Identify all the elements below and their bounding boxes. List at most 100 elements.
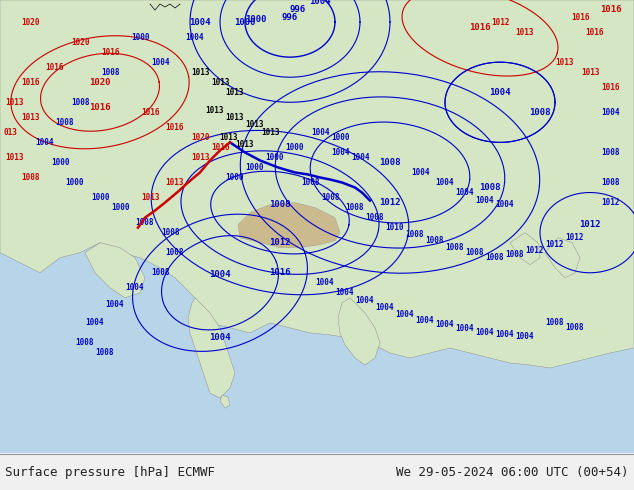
Text: 1013: 1013 <box>206 106 224 115</box>
Text: 1008: 1008 <box>346 203 365 212</box>
Text: 1013: 1013 <box>191 153 209 162</box>
Text: 1016: 1016 <box>600 5 621 14</box>
Text: 1004: 1004 <box>309 0 331 6</box>
Text: 1012: 1012 <box>526 246 544 255</box>
Text: 1020: 1020 <box>191 133 209 142</box>
Text: 1016: 1016 <box>101 48 119 57</box>
Text: 1013: 1013 <box>556 58 574 67</box>
Text: 1012: 1012 <box>566 233 585 242</box>
Text: 1008: 1008 <box>379 158 401 167</box>
Text: 1000: 1000 <box>226 173 244 182</box>
Text: 1008: 1008 <box>301 178 320 187</box>
Text: 1004: 1004 <box>209 333 231 343</box>
Text: 996: 996 <box>282 13 298 22</box>
Text: 1000: 1000 <box>246 163 264 172</box>
Text: 1012: 1012 <box>379 198 401 207</box>
Text: 1012: 1012 <box>546 240 564 249</box>
Text: Surface pressure [hPa] ECMWF: Surface pressure [hPa] ECMWF <box>5 466 215 479</box>
Text: 1013: 1013 <box>246 120 264 129</box>
Text: 1000: 1000 <box>111 203 129 212</box>
Text: 1008: 1008 <box>366 213 384 222</box>
Polygon shape <box>238 202 340 247</box>
Polygon shape <box>220 395 230 408</box>
Text: 1013: 1013 <box>236 140 254 149</box>
Text: 1012: 1012 <box>579 220 601 229</box>
Text: 1000: 1000 <box>66 178 84 187</box>
Text: 1013: 1013 <box>261 128 279 137</box>
Text: 1012: 1012 <box>601 198 619 207</box>
Text: 1013: 1013 <box>226 113 244 122</box>
Text: 1000: 1000 <box>234 18 256 26</box>
Text: 1004: 1004 <box>190 18 210 26</box>
Text: 1016: 1016 <box>46 63 64 72</box>
Text: 1004: 1004 <box>351 153 369 162</box>
Polygon shape <box>510 233 540 265</box>
Text: 1012: 1012 <box>491 18 509 26</box>
Text: 1004: 1004 <box>336 288 354 297</box>
Text: We 29-05-2024 06:00 UTC (00+54): We 29-05-2024 06:00 UTC (00+54) <box>396 466 629 479</box>
Text: 1004: 1004 <box>396 310 414 319</box>
Text: 1016: 1016 <box>141 108 159 117</box>
Text: 1004: 1004 <box>489 88 511 97</box>
Text: 1000: 1000 <box>286 143 304 152</box>
Text: 1013: 1013 <box>21 113 39 122</box>
Text: 1013: 1013 <box>210 78 230 87</box>
Text: 1004: 1004 <box>436 178 454 187</box>
Text: 1013: 1013 <box>141 193 159 202</box>
Polygon shape <box>85 243 145 298</box>
Text: 1012: 1012 <box>269 238 291 247</box>
Text: 1008: 1008 <box>321 193 339 202</box>
Text: 1016: 1016 <box>571 13 589 22</box>
Text: 1000: 1000 <box>245 15 266 24</box>
Text: 1008: 1008 <box>151 268 169 277</box>
Text: 1016: 1016 <box>21 78 39 87</box>
Text: 1013: 1013 <box>515 27 534 37</box>
Text: 1004: 1004 <box>476 328 495 338</box>
Text: 1004: 1004 <box>456 324 474 333</box>
Text: 1008: 1008 <box>566 323 585 332</box>
Text: 1004: 1004 <box>86 318 104 327</box>
Text: 1008: 1008 <box>165 248 184 257</box>
Text: 1016: 1016 <box>210 143 230 152</box>
Text: 1004: 1004 <box>186 33 204 42</box>
Text: 1008: 1008 <box>486 253 504 262</box>
Text: 1000: 1000 <box>275 0 295 2</box>
Text: 1013: 1013 <box>6 153 24 162</box>
Text: 1008: 1008 <box>21 173 39 182</box>
Text: 1004: 1004 <box>356 296 374 305</box>
Text: 1016: 1016 <box>586 27 604 37</box>
Text: 1008: 1008 <box>96 348 114 358</box>
Text: 1004: 1004 <box>151 58 169 67</box>
Text: 1004: 1004 <box>106 300 124 309</box>
Text: 1004: 1004 <box>416 317 434 325</box>
Text: 1004: 1004 <box>126 283 145 293</box>
Text: 1008: 1008 <box>601 148 619 157</box>
Text: 1008: 1008 <box>529 108 551 117</box>
Text: 1004: 1004 <box>496 330 514 340</box>
Text: 1008: 1008 <box>161 228 179 237</box>
Text: 1004: 1004 <box>316 278 334 287</box>
Text: 1008: 1008 <box>479 183 501 192</box>
Text: 1000: 1000 <box>131 33 149 42</box>
Text: 1008: 1008 <box>269 200 291 209</box>
Text: 1008: 1008 <box>426 236 444 245</box>
Text: 1016: 1016 <box>89 103 111 112</box>
Text: 1008: 1008 <box>101 68 119 77</box>
Text: 996: 996 <box>290 5 306 14</box>
Text: 1004: 1004 <box>376 303 394 312</box>
Text: 1004: 1004 <box>411 168 429 177</box>
Polygon shape <box>545 238 580 278</box>
Text: 1004: 1004 <box>456 188 474 197</box>
Text: 1004: 1004 <box>496 200 514 209</box>
Text: 1000: 1000 <box>51 158 69 167</box>
Text: 1000: 1000 <box>331 133 349 142</box>
Text: 1013: 1013 <box>165 178 184 187</box>
Text: 1013: 1013 <box>581 68 599 77</box>
Text: 1004: 1004 <box>209 270 231 279</box>
Text: 013: 013 <box>3 128 17 137</box>
Text: 1008: 1008 <box>506 250 524 259</box>
Text: 1020: 1020 <box>71 38 89 47</box>
Text: 1000: 1000 <box>266 153 284 162</box>
Text: 1020: 1020 <box>21 18 39 26</box>
Text: 1004: 1004 <box>311 128 329 137</box>
